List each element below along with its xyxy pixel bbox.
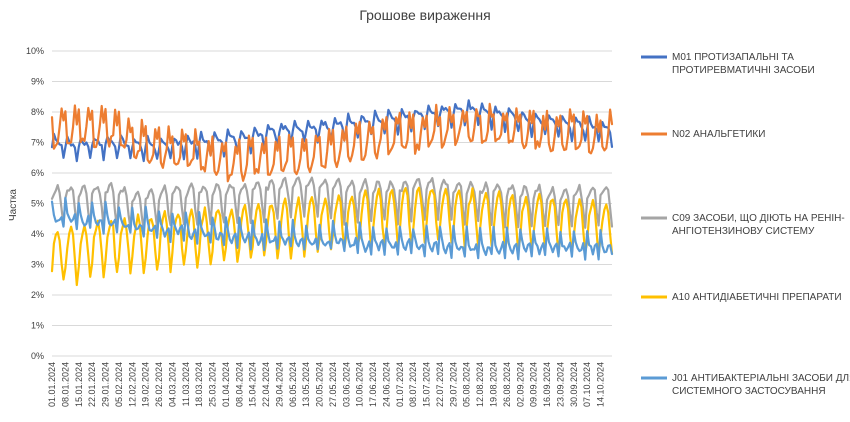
y-tick-label: 0% [31, 351, 44, 361]
y-tick-label: 5% [31, 199, 44, 209]
series-lines [50, 99, 614, 287]
x-tick-label: 22.07.2024 [435, 362, 445, 407]
x-tick-label: 09.09.2024 [529, 362, 539, 407]
x-tick-label: 19.02.2024 [141, 362, 151, 407]
x-tick-label: 14.10.2024 [596, 362, 606, 407]
x-tick-label: 15.01.2024 [74, 362, 84, 407]
x-tick-label: 15.04.2024 [248, 362, 258, 407]
y-tick-label: 2% [31, 290, 44, 300]
x-axis-ticks: 01.01.2024 08.01.2024 15.01.2024 22.01.2024… [47, 362, 606, 407]
x-tick-label: 26.08.2024 [502, 362, 512, 407]
series-line [50, 102, 614, 183]
x-tick-label: 11.03.2024 [181, 362, 191, 406]
x-tick-label: 16.09.2024 [542, 362, 552, 407]
legend-label: ПРОТИРЕВМАТИЧНІ ЗАСОБИ [672, 65, 815, 76]
x-tick-label: 25.03.2024 [208, 362, 218, 407]
x-tick-label: 04.03.2024 [167, 362, 177, 407]
x-tick-label: 13.05.2024 [301, 362, 311, 407]
legend-label: C09 ЗАСОБИ, ЩО ДІЮТЬ НА РЕНІН- [672, 213, 845, 224]
x-tick-label: 24.06.2024 [381, 362, 391, 407]
series-line [50, 176, 614, 233]
x-tick-label: 12.08.2024 [475, 362, 485, 407]
x-tick-label: 29.07.2024 [448, 362, 458, 407]
x-tick-label: 19.08.2024 [489, 362, 499, 407]
x-tick-label: 26.02.2024 [154, 362, 164, 407]
y-tick-label: 4% [31, 229, 44, 239]
x-tick-label: 27.05.2024 [328, 362, 338, 407]
legend-label: N02 АНАЛЬГЕТИКИ [672, 129, 765, 140]
x-tick-label: 03.06.2024 [341, 362, 351, 407]
x-tick-label: 10.06.2024 [355, 362, 365, 407]
legend-label: J01 АНТИБАКТЕРІАЛЬНІ ЗАСОБИ ДЛЯ [672, 373, 850, 384]
y-axis-label: Частка [8, 189, 19, 221]
x-tick-label: 01.07.2024 [395, 362, 405, 407]
legend: M01 ПРОТИЗАПАЛЬНІ ТА ПРОТИРЕВМАТИЧНІ ЗАСО… [641, 52, 850, 397]
y-tick-label: 6% [31, 168, 44, 178]
y-tick-label: 8% [31, 107, 44, 117]
x-tick-label: 12.02.2024 [127, 362, 137, 407]
x-tick-label: 08.04.2024 [234, 362, 244, 407]
y-tick-label: 3% [31, 260, 44, 270]
x-tick-label: 08.01.2024 [60, 362, 70, 407]
legend-label: M01 ПРОТИЗАПАЛЬНІ ТА [672, 52, 794, 63]
x-tick-label: 06.05.2024 [288, 362, 298, 407]
y-tick-label: 7% [31, 138, 44, 148]
legend-label: A10 АНТИДІАБЕТИЧНІ ПРЕПАРАТИ [672, 292, 842, 303]
legend-label: АНГІОТЕНЗИНОВУ СИСТЕМУ [672, 226, 815, 237]
x-tick-label: 22.01.2024 [87, 362, 97, 407]
x-tick-label: 15.07.2024 [422, 362, 432, 407]
x-tick-label: 30.09.2024 [569, 362, 579, 407]
x-tick-label: 22.04.2024 [261, 362, 271, 407]
y-tick-label: 9% [31, 77, 44, 87]
x-tick-label: 01.04.2024 [221, 362, 231, 407]
chart-title: Грошове вираження [359, 7, 490, 23]
x-tick-label: 18.03.2024 [194, 362, 204, 407]
x-tick-label: 01.01.2024 [47, 362, 57, 407]
x-tick-label: 29.04.2024 [274, 362, 284, 407]
x-tick-label: 02.09.2024 [515, 362, 525, 407]
y-tick-label: 1% [31, 321, 44, 331]
x-tick-label: 23.09.2024 [555, 362, 565, 407]
y-tick-label: 10% [26, 46, 44, 56]
x-tick-label: 05.08.2024 [462, 362, 472, 407]
x-tick-label: 08.07.2024 [408, 362, 418, 407]
x-tick-label: 17.06.2024 [368, 362, 378, 407]
x-tick-label: 07.10.2024 [582, 362, 592, 407]
series-line [50, 196, 614, 261]
x-tick-label: 20.05.2024 [315, 362, 325, 407]
x-tick-label: 05.02.2024 [114, 362, 124, 407]
x-tick-label: 29.01.2024 [101, 362, 111, 407]
legend-label: СИСТЕМНОГО ЗАСТОСУВАННЯ [672, 386, 826, 397]
y-axis-ticks: 0% 1% 2% 3% 4% 5% 6% 7% 8% 9% 10% [26, 46, 44, 361]
